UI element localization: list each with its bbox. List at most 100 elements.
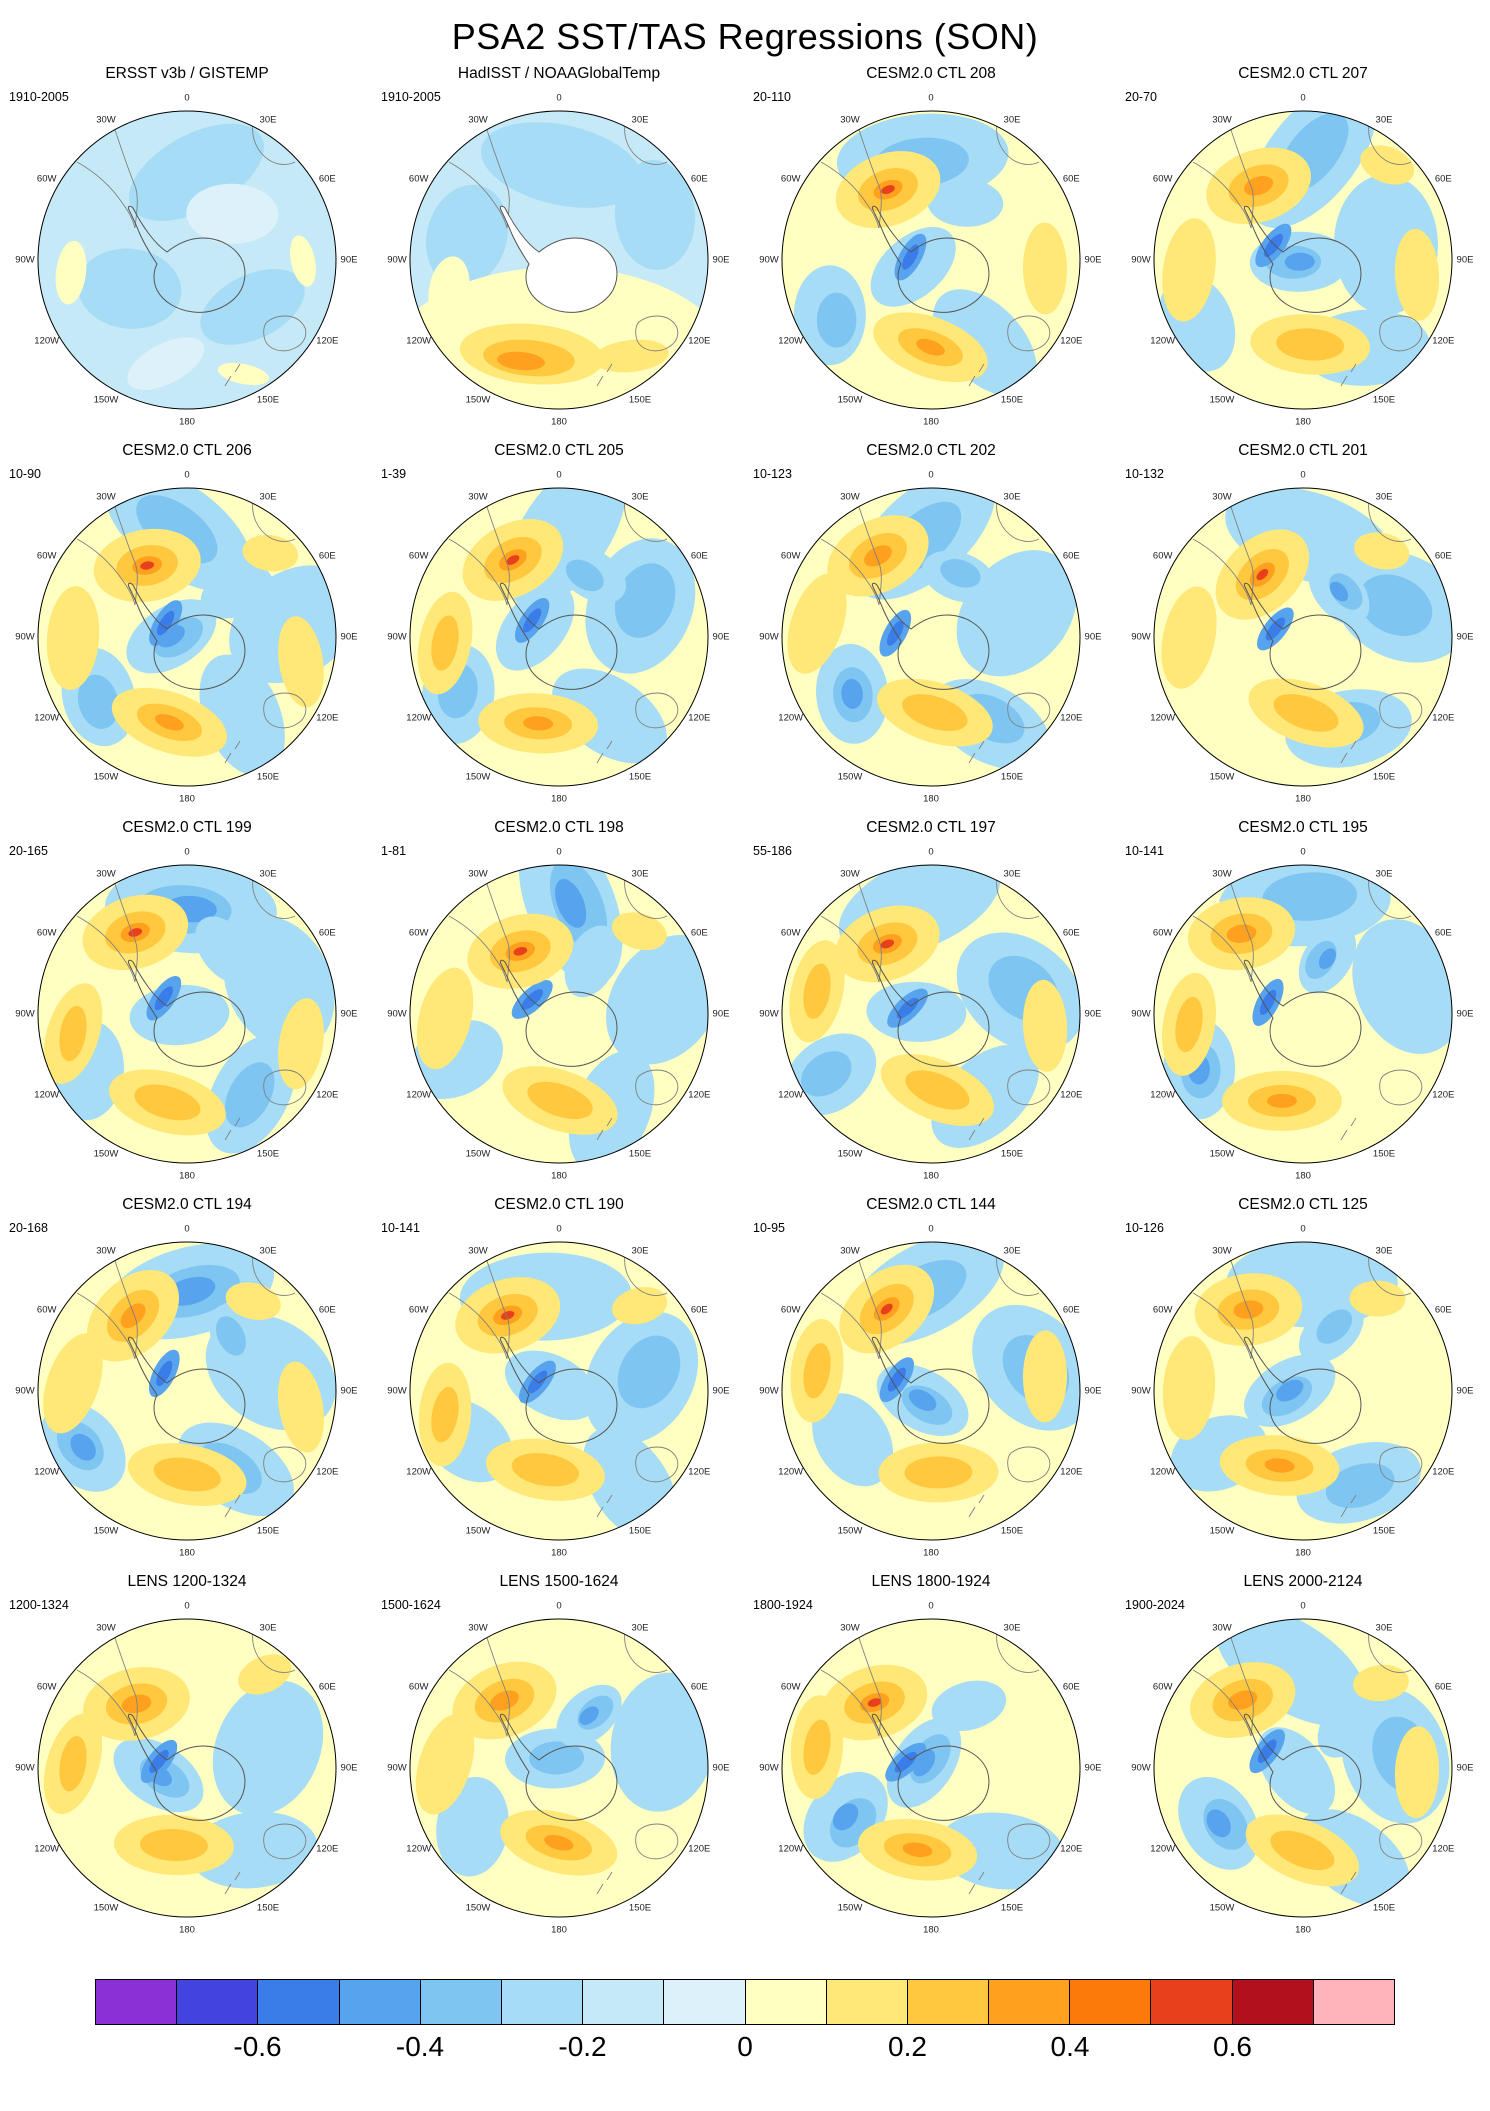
map-svg [781,487,1081,787]
coastline [1230,129,1254,229]
coastline [252,123,296,165]
lon-label-120W: 120W [34,1466,60,1478]
lon-label-120E: 120E [688,335,711,347]
lon-label-30W: 30W [1212,1245,1232,1257]
coastline [1350,1117,1357,1127]
lon-label-60E: 60E [1062,1681,1080,1693]
coastlines [1192,877,1423,1141]
coastline [1350,363,1357,373]
map-boundary-circle [781,1241,1081,1541]
field-region [238,1654,292,1695]
lon-label-90W: 90W [15,1008,35,1020]
lon-label-30W: 30W [840,491,860,503]
colorbar-segment [258,1980,340,2024]
lon-label-60E: 60E [318,1304,336,1316]
field-region [832,1803,859,1831]
lon-label-90E: 90E [712,1762,730,1774]
map-boundary-circle [781,864,1081,1164]
field-region [916,338,945,356]
field-region [521,989,544,1010]
lon-label-0: 0 [928,1600,934,1612]
map-svg [37,1618,337,1918]
lon-label-150E: 150E [1372,1525,1396,1537]
coastline [1007,315,1051,352]
colorbar-segment [1151,1980,1233,2024]
colorbar-segment [664,1980,746,2024]
coastline [114,1637,138,1737]
field-region [1022,979,1068,1072]
lon-label-60W: 60W [408,173,429,185]
lon-label-120E: 120E [316,335,339,347]
lon-label-150W: 150W [1209,771,1235,783]
coastline [224,1883,232,1895]
coastline [234,1871,241,1881]
lon-label-60W: 60W [408,1681,429,1693]
field-region [1270,1830,1335,1871]
coastlines [448,877,679,1141]
lon-label-60W: 60W [1152,173,1173,185]
map-panel: CESM2.0 CTL 201 10-132 0 30E 60E 90E 120E 150E 1… [1117,441,1489,818]
field-region [1022,222,1068,315]
colorbar-segment [583,1980,665,2024]
lon-label-0: 0 [556,469,562,481]
field-region [544,1834,574,1851]
lon-label-0: 0 [556,1223,562,1235]
field-region [1325,1463,1395,1508]
lon-label-30E: 30E [1003,868,1021,880]
panel-title: CESM2.0 CTL 125 [1238,1196,1368,1213]
field-region [120,1303,146,1329]
field-region [564,925,619,998]
coastlines [76,1631,307,1895]
lon-label-30W: 30W [96,1622,116,1634]
lon-label-60W: 60W [780,550,801,562]
lon-label-120W: 120W [778,1466,804,1478]
lon-label-60E: 60E [690,1681,708,1693]
lon-label-150E: 150E [628,1902,652,1914]
lon-label-60E: 60E [1434,927,1452,939]
field-region [803,1343,831,1399]
lon-label-120E: 120E [688,712,711,724]
coastline [1379,692,1423,729]
lon-label-30E: 30E [259,1622,277,1634]
lon-label-120E: 120E [1432,1089,1455,1101]
map-svg [1153,487,1453,787]
map-svg [37,864,337,1164]
coastline [1340,752,1348,764]
lon-label-60E: 60E [690,927,708,939]
field-region [1276,328,1345,361]
lon-label-60E: 60E [690,550,708,562]
field-region [523,716,554,731]
lon-label-60E: 60E [1434,1681,1452,1693]
lon-label-0: 0 [928,469,934,481]
field-region [1354,532,1410,570]
lon-label-150E: 150E [628,771,652,783]
map-panel: CESM2.0 CTL 202 10-123 0 30E 60E 90E 120E 150E 1… [745,441,1117,818]
map-area: 10-95 0 30E 60E 90E 120E 150E 180 150W 120W 90W 60W… [745,1215,1117,1567]
lon-label-0: 0 [184,1600,190,1612]
field-region [801,1051,852,1097]
coastline [252,500,296,542]
coastline [996,500,1040,542]
field-region [1228,1690,1258,1710]
coastline [1230,1260,1254,1360]
coastline [1379,315,1423,352]
field-region [217,362,269,386]
coastlines [448,500,679,764]
map-boundary-circle [781,487,1081,787]
panel-title: LENS 1200-1324 [127,1573,247,1590]
map-area: 1900-2024 0 30E 60E 90E 120E 150E 180 150W 120W 90… [1117,1592,1489,1944]
lon-label-60W: 60W [36,1304,57,1316]
lon-label-60E: 60E [690,1304,708,1316]
lon-label-180: 180 [1295,1170,1311,1182]
lon-label-180: 180 [923,1924,939,1936]
coastline [1340,1506,1348,1518]
map-boundary-circle [409,1241,709,1541]
lon-label-90E: 90E [1456,1008,1474,1020]
lon-label-60W: 60W [780,927,801,939]
lon-label-150W: 150W [1209,1902,1235,1914]
lon-label-90W: 90W [759,631,779,643]
antarctica-outline [871,582,990,690]
field-region [121,1694,152,1714]
map-svg [37,487,337,787]
field-region [431,1386,459,1443]
